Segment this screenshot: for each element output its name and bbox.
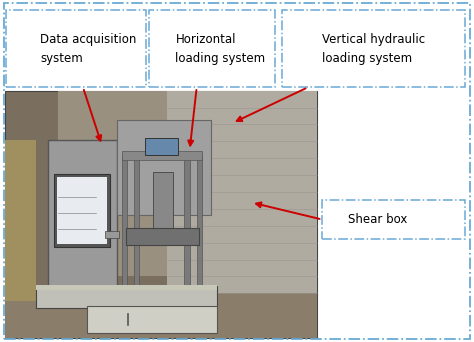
FancyBboxPatch shape — [36, 286, 217, 308]
FancyBboxPatch shape — [6, 10, 146, 87]
FancyBboxPatch shape — [122, 152, 202, 160]
FancyBboxPatch shape — [167, 91, 317, 293]
FancyBboxPatch shape — [134, 155, 139, 285]
FancyBboxPatch shape — [5, 293, 317, 338]
FancyBboxPatch shape — [57, 177, 107, 244]
Text: Vertical hydraulic
loading system: Vertical hydraulic loading system — [322, 32, 426, 65]
FancyBboxPatch shape — [145, 137, 178, 155]
FancyBboxPatch shape — [48, 140, 117, 293]
FancyBboxPatch shape — [122, 155, 128, 285]
FancyBboxPatch shape — [282, 10, 465, 87]
FancyBboxPatch shape — [197, 155, 202, 285]
FancyBboxPatch shape — [117, 120, 210, 215]
FancyBboxPatch shape — [149, 10, 275, 87]
FancyBboxPatch shape — [184, 155, 190, 285]
FancyBboxPatch shape — [36, 285, 217, 290]
FancyBboxPatch shape — [5, 140, 36, 301]
Text: Data acquisition
system: Data acquisition system — [40, 32, 137, 65]
Text: Shear box: Shear box — [348, 213, 408, 226]
FancyBboxPatch shape — [87, 306, 217, 333]
FancyBboxPatch shape — [58, 91, 167, 276]
FancyBboxPatch shape — [54, 174, 110, 247]
FancyBboxPatch shape — [105, 231, 118, 238]
FancyBboxPatch shape — [153, 172, 173, 241]
FancyBboxPatch shape — [322, 200, 465, 239]
Text: Horizontal
loading system: Horizontal loading system — [175, 32, 265, 65]
FancyBboxPatch shape — [127, 228, 200, 245]
FancyBboxPatch shape — [5, 91, 317, 338]
